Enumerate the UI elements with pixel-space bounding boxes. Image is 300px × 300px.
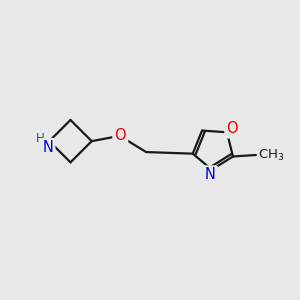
Text: N: N	[205, 167, 216, 182]
Text: H: H	[35, 132, 44, 145]
Text: O: O	[114, 128, 126, 143]
Text: CH$_3$: CH$_3$	[258, 147, 285, 163]
Text: O: O	[226, 121, 238, 136]
Text: N: N	[42, 140, 53, 155]
